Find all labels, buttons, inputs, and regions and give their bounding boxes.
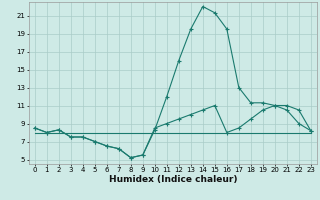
X-axis label: Humidex (Indice chaleur): Humidex (Indice chaleur) (108, 175, 237, 184)
